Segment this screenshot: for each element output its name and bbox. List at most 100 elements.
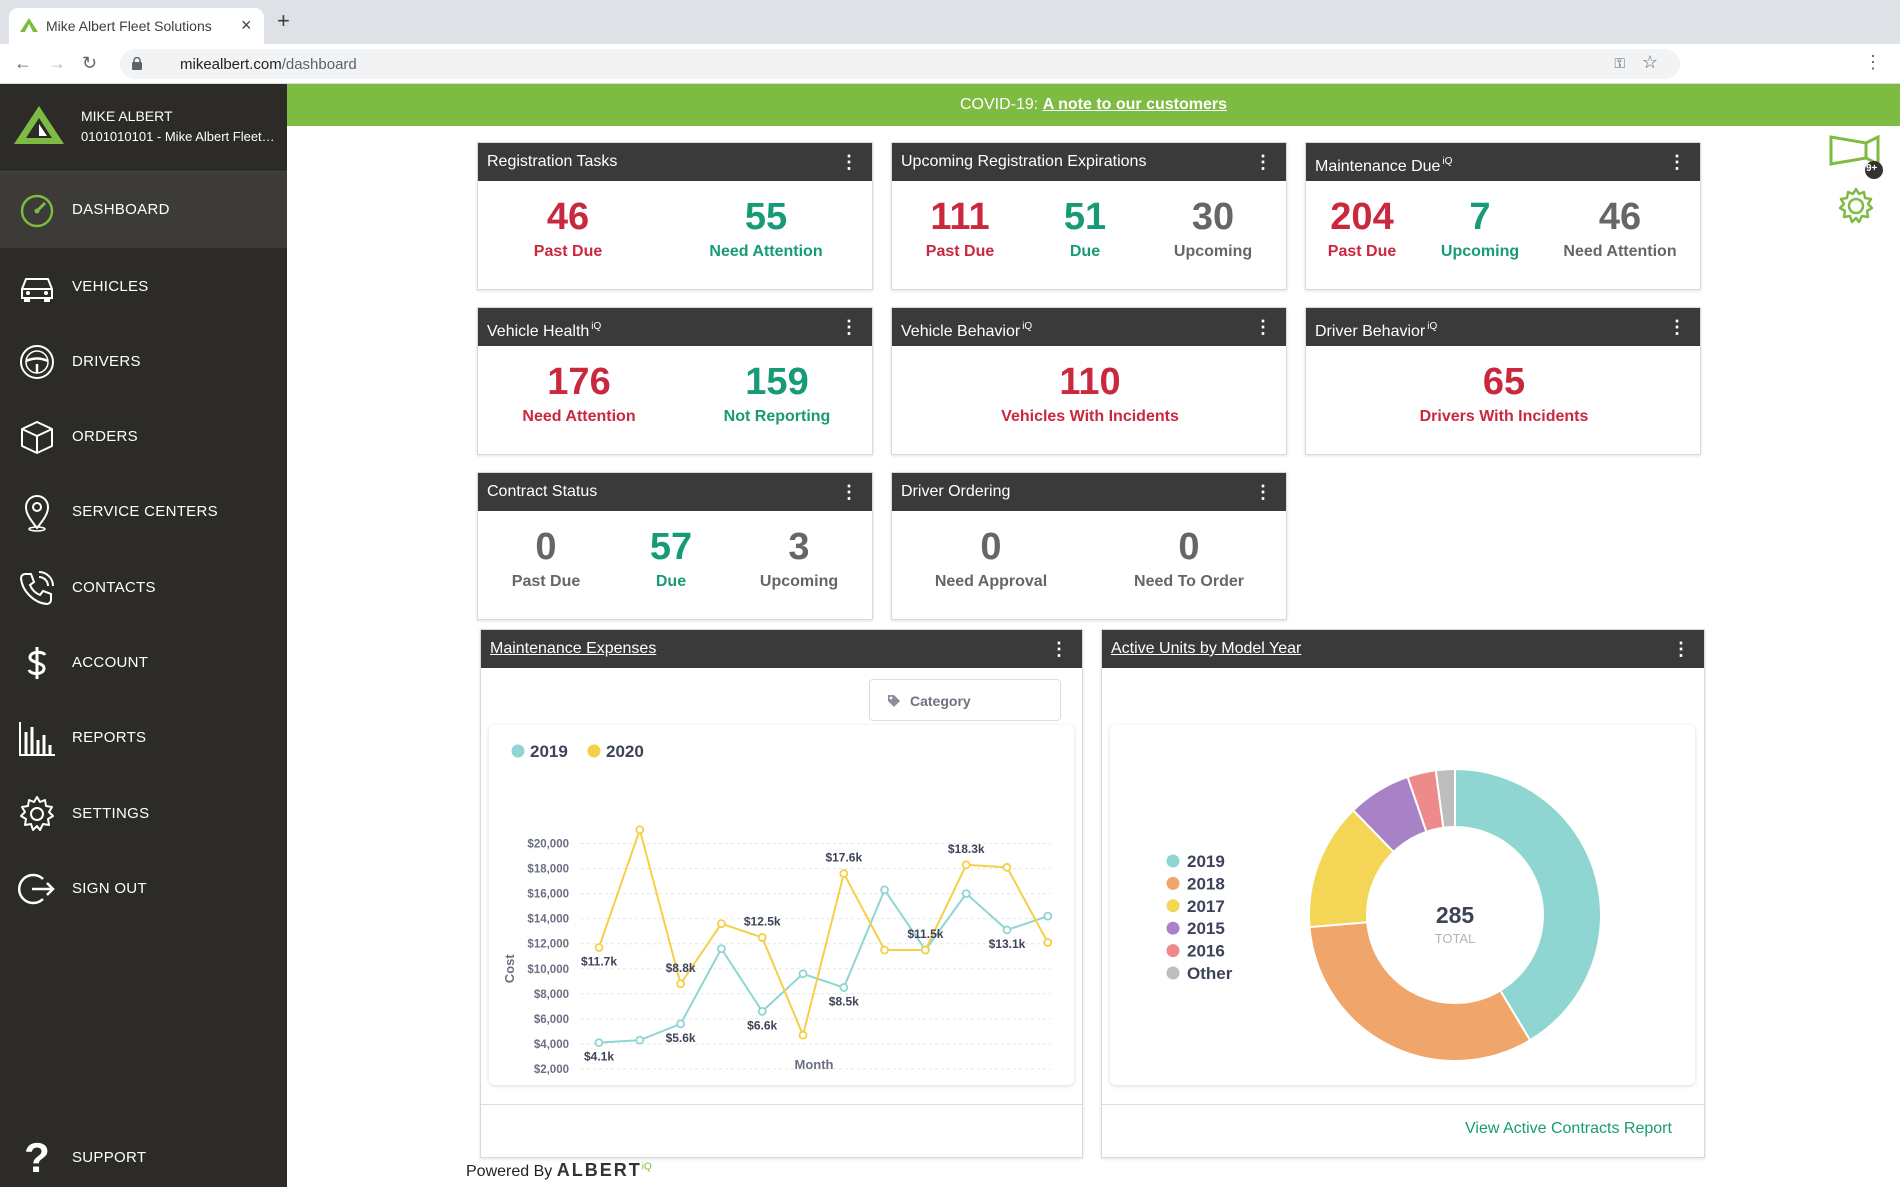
card-menu-icon[interactable]: ⋮ <box>1254 152 1272 172</box>
x-axis-label: Month <box>795 1057 834 1072</box>
back-arrow-icon[interactable]: ← <box>14 53 32 73</box>
data-label: $12.5k <box>744 914 781 928</box>
y-tick-label: $8,000 <box>534 989 569 1001</box>
stat-label: Past Due <box>925 243 995 260</box>
phone-icon <box>17 568 57 608</box>
data-point <box>635 825 645 835</box>
card-menu-icon[interactable]: ⋮ <box>1668 152 1686 172</box>
sidebar-item-vehicles[interactable]: VEHICLES <box>0 249 287 325</box>
tag-icon <box>888 695 900 707</box>
maintenance-expenses-title[interactable]: Maintenance Expenses <box>490 640 657 657</box>
stat-block[interactable]: 65 Drivers With Incidents <box>1404 360 1604 426</box>
stat-value: 46 <box>1598 196 1642 238</box>
card-menu-icon[interactable]: ⋮ <box>1254 317 1272 337</box>
stat-block[interactable]: 7 Upcoming <box>1380 195 1580 261</box>
card-title: Vehicle Health <box>487 323 590 340</box>
donut-slice-2018 <box>1308 921 1532 1063</box>
gear-icon[interactable] <box>1836 186 1876 226</box>
browser-menu-icon[interactable]: ⋮ <box>1864 52 1882 72</box>
stat-block[interactable]: 46 Need Attention <box>1520 195 1720 261</box>
box-icon <box>17 417 57 457</box>
category-select[interactable]: Category <box>869 679 1061 721</box>
banner-link[interactable]: A note to our customers <box>1042 96 1227 113</box>
y-axis-label: Cost <box>502 954 517 984</box>
iq-mark: iQ <box>1022 321 1033 332</box>
legend-dot <box>587 744 601 758</box>
stat-value: 0 <box>980 526 1002 568</box>
sidebar-item-reports[interactable]: REPORTS <box>0 700 287 776</box>
stat-value: 7 <box>1469 196 1491 238</box>
stat-block[interactable]: 55 Need Attention <box>666 195 866 261</box>
sidebar-item-label: SERVICE CENTERS <box>72 503 218 520</box>
sidebar-item-label: REPORTS <box>72 729 147 746</box>
browser-tab-bar: Mike Albert Fleet Solutions × + <box>0 0 1900 44</box>
stat-block[interactable]: 46 Past Due <box>468 195 668 261</box>
card-menu-icon[interactable]: ⋮ <box>840 482 858 502</box>
account-number: 0101010101 - Mike Albert Fleet Solutions <box>81 129 276 144</box>
y-tick-label: $14,000 <box>527 914 569 926</box>
divider <box>481 1104 1082 1105</box>
new-tab-button[interactable]: + <box>277 8 290 33</box>
y-tick-label: $2,000 <box>534 1064 569 1076</box>
stat-block[interactable]: 30 Upcoming <box>1113 195 1313 261</box>
card-menu-icon[interactable]: ⋮ <box>1672 639 1690 659</box>
sidebar-item-dashboard[interactable]: DASHBOARD <box>0 172 287 248</box>
card-menu-icon[interactable]: ⋮ <box>1050 639 1068 659</box>
stat-block[interactable]: 110 Vehicles With Incidents <box>990 360 1190 426</box>
stat-label: Past Due <box>1327 243 1397 260</box>
view-active-contracts-link[interactable]: View Active Contracts Report <box>1465 1120 1672 1137</box>
bookmark-star-icon[interactable]: ☆ <box>1641 52 1658 72</box>
sign-out-icon <box>17 869 57 909</box>
stat-block[interactable]: 51 Due <box>985 195 1185 261</box>
data-label: $5.6k <box>666 1031 696 1045</box>
sidebar-item-service-centers[interactable]: SERVICE CENTERS <box>0 474 287 550</box>
speedometer-icon <box>17 190 57 230</box>
sidebar-item-account[interactable]: ACCOUNT <box>0 625 287 701</box>
sidebar-item-support[interactable]: ? SUPPORT <box>0 1120 287 1187</box>
stat-block[interactable]: 0 Need Approval <box>891 525 1091 591</box>
legend-label: 2020 <box>606 742 644 761</box>
sidebar-item-settings[interactable]: SETTINGS <box>0 776 287 852</box>
card-menu-icon[interactable]: ⋮ <box>1668 317 1686 337</box>
browser-tab[interactable]: Mike Albert Fleet Solutions × <box>9 8 264 44</box>
donut-slice-other <box>1434 767 1456 829</box>
stat-value: 3 <box>788 526 810 568</box>
close-tab-icon[interactable]: × <box>241 15 252 35</box>
stat-block[interactable]: 3 Upcoming <box>699 525 899 591</box>
megaphone-icon[interactable] <box>1826 134 1886 180</box>
stat-block[interactable]: 176 Need Attention <box>479 360 679 426</box>
card-menu-icon[interactable]: ⋮ <box>1254 482 1272 502</box>
sidebar-item-contacts[interactable]: CONTACTS <box>0 550 287 626</box>
card-menu-icon[interactable]: ⋮ <box>840 152 858 172</box>
key-icon[interactable]: ⚿ <box>1614 55 1625 71</box>
data-point <box>757 933 767 942</box>
upcoming-registration-card: Upcoming Registration Expirations ⋮ 111 Pas… <box>891 142 1287 290</box>
active-units-title[interactable]: Active Units by Model Year <box>1111 640 1302 657</box>
stat-block[interactable]: 204 Past Due <box>1262 195 1462 261</box>
card-menu-icon[interactable]: ⋮ <box>840 317 858 337</box>
stat-value: 111 <box>930 196 990 238</box>
forward-arrow-icon[interactable]: → <box>48 53 66 73</box>
stat-label: Vehicles With Incidents <box>1001 408 1179 425</box>
stat-label: Due <box>655 573 687 590</box>
stat-block[interactable]: 159 Not Reporting <box>677 360 877 426</box>
stat-block[interactable]: 0 Need To Order <box>1089 525 1289 591</box>
stat-value: 0 <box>535 526 557 568</box>
card-title: Contract Status <box>487 483 598 500</box>
reload-icon[interactable]: ↻ <box>82 53 98 73</box>
sidebar-item-label: CONTACTS <box>72 579 156 596</box>
stat-block[interactable]: 57 Due <box>571 525 771 591</box>
divider <box>1102 1104 1704 1105</box>
stat-block[interactable]: 0 Past Due <box>446 525 646 591</box>
stat-label: Upcoming <box>759 573 839 590</box>
sidebar-item-drivers[interactable]: DRIVERS <box>0 324 287 400</box>
stat-label: Upcoming <box>1440 243 1520 260</box>
sidebar-item-sign-out[interactable]: SIGN OUT <box>0 851 287 927</box>
steering-wheel-icon <box>17 342 57 382</box>
stat-block[interactable]: 111 Past Due <box>860 195 1060 261</box>
url-field[interactable]: mikealbert.com/dashboard ⚿ ☆ <box>120 49 1680 79</box>
legend-dot <box>1166 899 1180 913</box>
iq-mark: iQ <box>641 1161 652 1173</box>
sidebar-item-orders[interactable]: ORDERS <box>0 399 287 475</box>
y-tick-label: $16,000 <box>527 889 569 901</box>
